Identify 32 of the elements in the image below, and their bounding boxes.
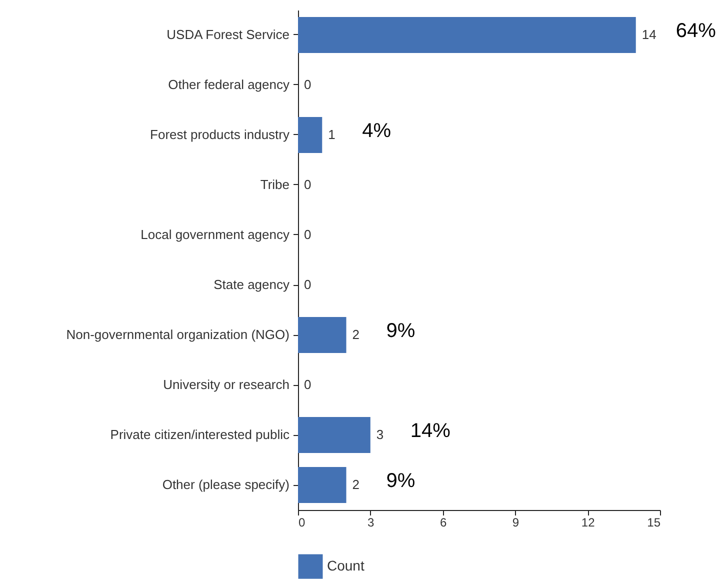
y-tick-label: Tribe: [260, 177, 290, 192]
data-label: 2: [352, 327, 360, 342]
y-tick-label: Other federal agency: [168, 77, 290, 92]
data-label: 3: [376, 427, 384, 442]
x-tick-label: 6: [440, 516, 447, 530]
x-tick-label: 12: [581, 516, 596, 530]
text: 64%: [676, 20, 716, 42]
y-tick-label: University or research: [163, 377, 290, 392]
data-label: 14: [642, 27, 656, 42]
x-tick-label: 0: [298, 516, 306, 530]
y-tick-label: Forest products industry: [150, 127, 290, 142]
annotation: 9%: [386, 320, 416, 342]
data-label: 0: [304, 177, 312, 192]
y-tick-label: USDA Forest Service: [166, 27, 290, 42]
data-label: 0: [304, 227, 312, 242]
data-label: 1: [328, 127, 336, 142]
x-tick-label: 3: [368, 516, 375, 530]
x-tick-label: 9: [512, 516, 520, 530]
x-tick-label: 15: [647, 516, 661, 530]
annotation: 9%: [386, 470, 416, 492]
legend-label: Count: [327, 558, 364, 574]
data-label: 0: [304, 77, 312, 92]
annotation: 4%: [362, 120, 392, 142]
annotation: 14%: [410, 420, 451, 442]
y-tick-label: Private citizen/interested public: [110, 427, 290, 442]
data-label: 0: [304, 277, 312, 292]
y-tick-label: State agency: [214, 277, 290, 292]
data-label: 2: [352, 477, 360, 492]
y-tick-label: Other (please specify): [162, 477, 290, 492]
data-label: 0: [304, 377, 312, 392]
y-tick-label: Local government agency: [140, 227, 290, 242]
y-tick-label: Non-governmental organization (NGO): [66, 327, 290, 342]
